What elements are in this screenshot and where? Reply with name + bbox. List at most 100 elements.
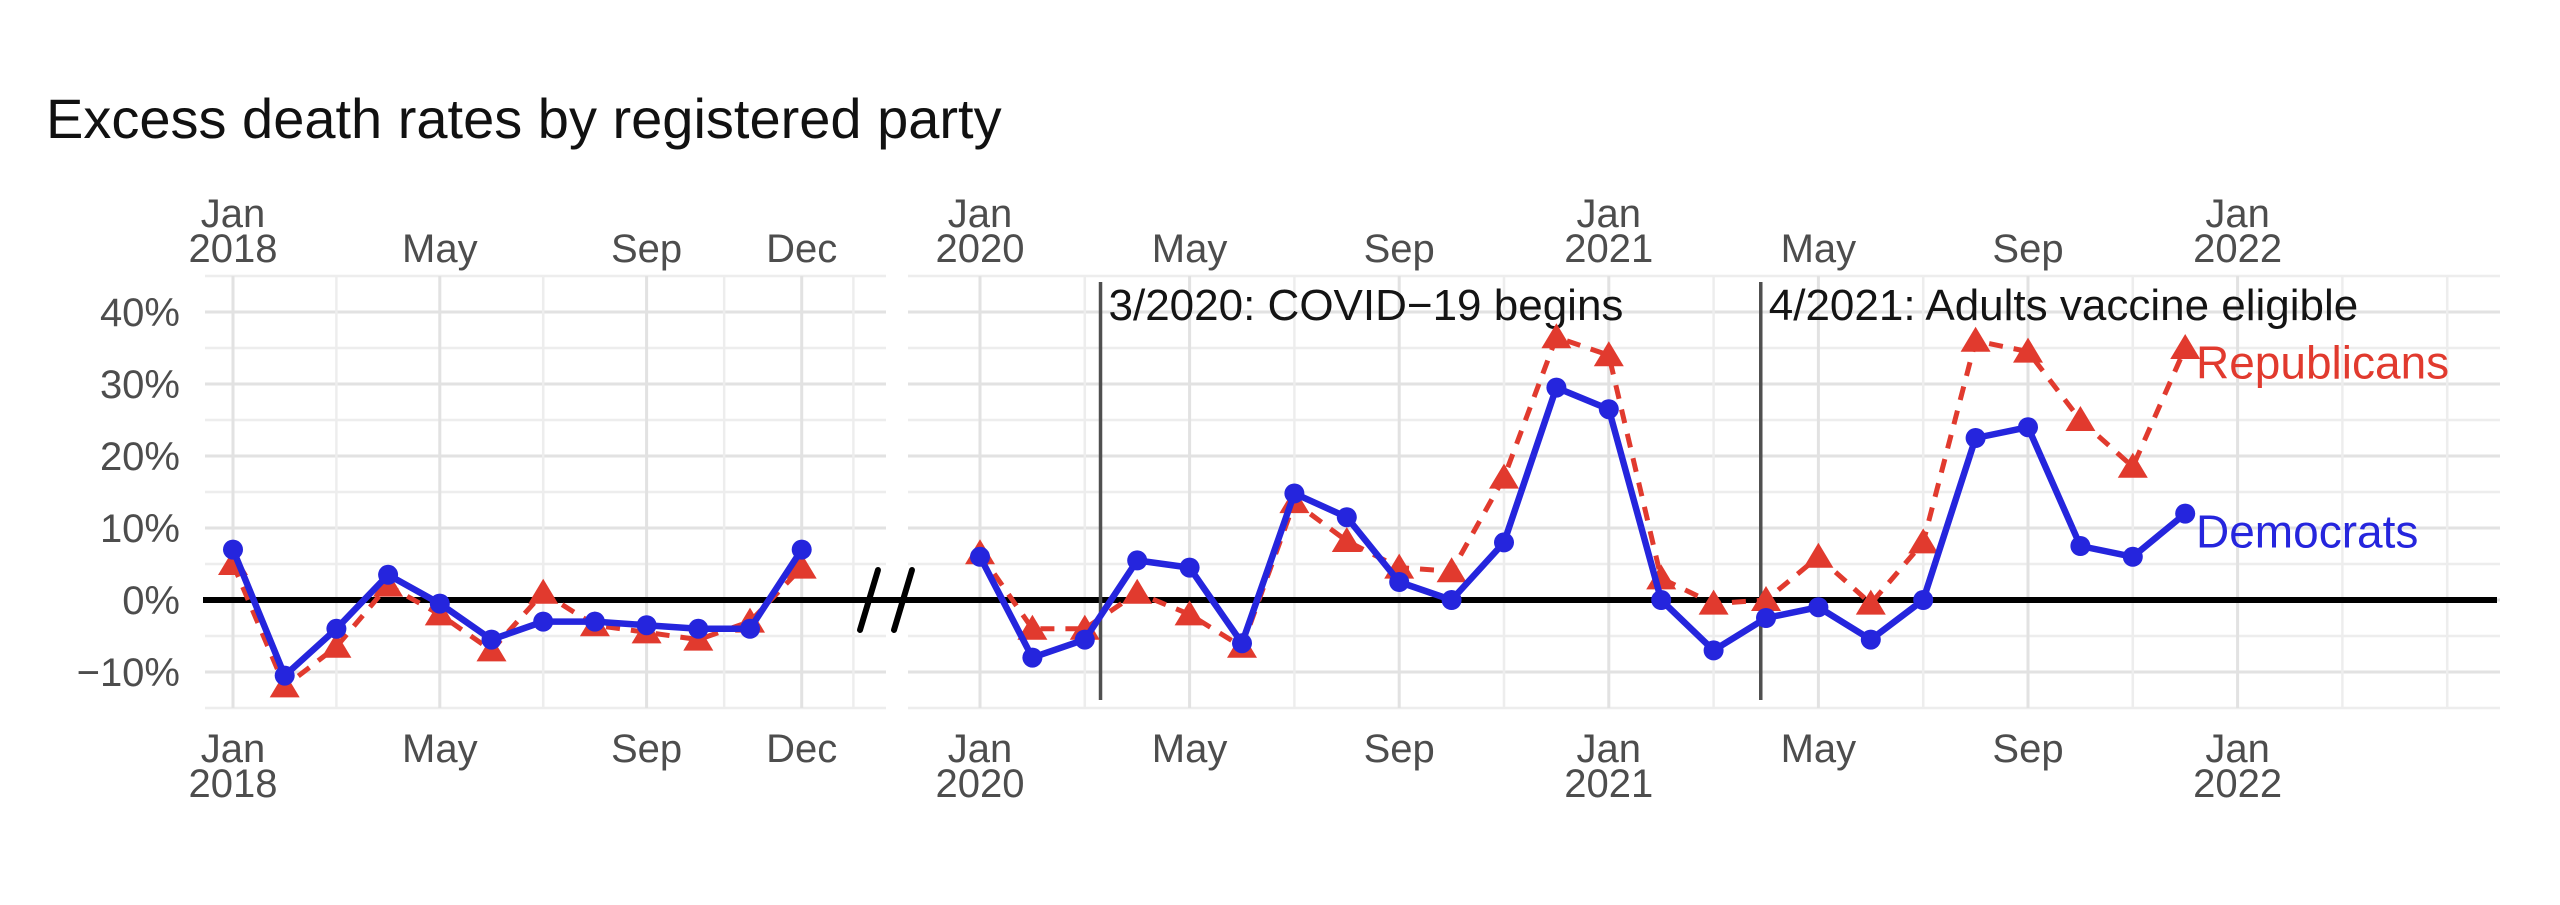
democrats-point-marker (1703, 640, 1724, 661)
x-axis-label-top: Sep (1364, 227, 1435, 271)
x-axis-label-bottom: May (1152, 727, 1228, 771)
democrats-point-marker (1127, 550, 1148, 571)
republicans-point-marker (2065, 406, 2096, 431)
democrats-point-marker (223, 539, 243, 560)
y-axis-label: −10% (77, 651, 180, 695)
page-title: Excess death rates by registered party (46, 87, 1002, 150)
event-annotation: 4/2021: Adults vaccine eligible (1769, 281, 2359, 330)
democrats-point-marker (1074, 629, 1095, 650)
democrats-point-marker (429, 593, 450, 614)
republicans-point-marker (1698, 589, 1729, 615)
y-axis-label: 0% (122, 579, 180, 623)
x-axis-label-bottom-year: 2022 (2193, 762, 2282, 806)
democrats-point-marker (688, 618, 709, 639)
x-axis-label-bottom: May (1781, 727, 1857, 771)
republicans-point-marker (2170, 334, 2201, 359)
democrats-point-marker (1232, 633, 1252, 654)
x-axis-label-top-year: 2022 (2193, 227, 2282, 271)
republicans-point-marker (1489, 463, 1519, 489)
democrats-point-marker (274, 665, 295, 686)
x-axis-label-bottom-year: 2020 (936, 762, 1025, 806)
x-axis-label-bottom: Dec (766, 727, 837, 771)
x-axis-label-bottom: Jan (948, 727, 1013, 771)
republicans-point-marker (1122, 578, 1153, 604)
x-axis-label-top: Jan (948, 192, 1013, 236)
x-axis-label-top: Jan (1577, 192, 1642, 236)
democrats-point-marker (1756, 608, 1776, 628)
republicans-point-marker (2117, 452, 2148, 478)
democrats-line (977, 384, 2188, 661)
democrats-point-marker (326, 618, 347, 639)
republicans-point-marker (1908, 528, 1939, 554)
democrats-point-marker (1651, 590, 1672, 610)
republicans-line (230, 563, 804, 689)
democrats-point-marker (1546, 377, 1567, 398)
republicans-point-marker (1593, 341, 1624, 367)
democrats-point-marker (1022, 647, 1043, 668)
democrats-point-marker (970, 546, 990, 567)
democrats-point-marker (1808, 597, 1829, 618)
x-axis-label-top: Dec (766, 227, 837, 271)
democrats-point-marker (740, 618, 760, 639)
democrats-point-marker (1336, 507, 1357, 528)
x-axis-label-top: Sep (1992, 227, 2063, 271)
democrats-point-marker (2175, 503, 2196, 524)
republicans-series-label: Republicans (2196, 336, 2449, 388)
x-axis-label-bottom-year: 2021 (1564, 762, 1653, 806)
democrats-point-marker (1965, 428, 1986, 448)
x-axis-label-bottom: Sep (611, 727, 682, 771)
x-axis-label-top-year: 2021 (1564, 227, 1653, 271)
democrats-point-marker (2070, 536, 2091, 556)
x-axis-label-top-year: 2018 (189, 227, 278, 271)
x-axis-label-bottom: Sep (1992, 727, 2063, 771)
x-axis-label-top: Jan (201, 192, 266, 236)
democrats-point-marker (1913, 590, 1934, 610)
x-axis-label-bottom: May (402, 727, 478, 771)
x-axis-label-top: May (402, 227, 478, 271)
democrats-point-marker (1860, 629, 1881, 650)
republicans-point-marker (2013, 337, 2043, 363)
x-axis-label-bottom: Sep (1364, 727, 1435, 771)
democrats-point-marker (584, 611, 605, 632)
democrats-point-marker (1389, 572, 1410, 592)
democrats-point-marker (2122, 546, 2143, 567)
democrats-point-marker (533, 611, 554, 632)
y-axis-label: 10% (100, 507, 180, 551)
republicans-point-marker (1331, 526, 1362, 552)
democrats-point-marker (2018, 417, 2038, 438)
democrats-point-marker (1598, 399, 1619, 420)
republicans-point-marker (1751, 586, 1781, 611)
x-axis-label-top: Sep (611, 227, 682, 271)
democrats-point-marker (791, 539, 812, 560)
republicans-point-marker (1960, 326, 1991, 352)
republicans-point-marker (1017, 614, 1048, 640)
x-axis-label-top: May (1781, 227, 1857, 271)
republicans-point-marker (1541, 323, 1572, 349)
democrats-line (229, 547, 805, 679)
republicans-point-marker (786, 553, 817, 579)
x-axis-label-top: Jan (2205, 192, 2270, 236)
x-axis-label-top: May (1152, 227, 1228, 271)
democrats-point-marker (481, 629, 502, 650)
democrats-point-marker (636, 615, 657, 636)
democrats-point-marker (1441, 590, 1462, 610)
republicans-point-marker (1174, 600, 1205, 626)
republicans-point-marker (1855, 589, 1886, 615)
axis-break-slash (857, 567, 881, 633)
republicans-point-marker (1803, 542, 1834, 568)
event-annotation: 3/2020: COVID−19 begins (1109, 281, 1624, 330)
x-axis-label-top-year: 2020 (936, 227, 1025, 271)
democrats-point-marker (1284, 483, 1305, 504)
y-axis-label: 20% (100, 435, 180, 479)
y-axis-label: 30% (100, 363, 180, 407)
democrats-series-label: Democrats (2196, 506, 2418, 558)
democrats-point-marker (1494, 532, 1514, 553)
y-axis-label: 40% (100, 291, 180, 335)
republicans-point-marker (1436, 557, 1467, 583)
republicans-point-marker (321, 632, 352, 658)
democrats-point-marker (378, 564, 399, 585)
x-axis-label-bottom: Jan (201, 727, 266, 771)
x-axis-label-bottom: Jan (2205, 727, 2270, 771)
